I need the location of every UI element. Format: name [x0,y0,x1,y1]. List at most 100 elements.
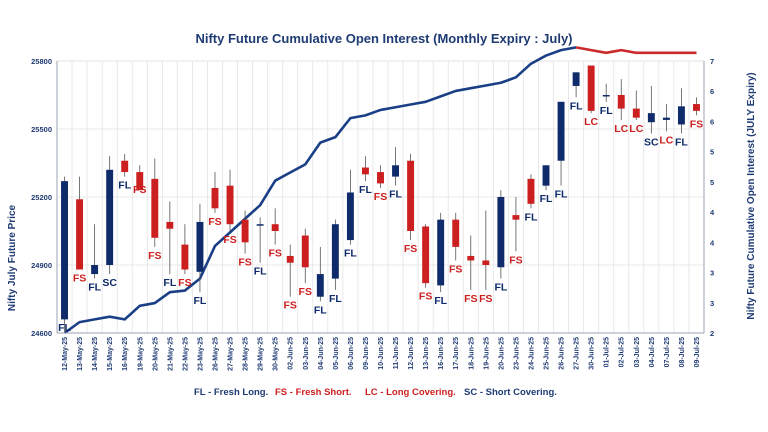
oi-line-segment [63,46,577,335]
y-tick-right: 6 [710,117,714,126]
candle-body [632,108,640,118]
candle-body [166,221,174,229]
candle-label: LC [584,116,598,128]
candle-label: FS [148,250,161,262]
candle-body [301,235,309,268]
x-tick-label: 26-May-25 [212,337,219,371]
candle-label: FL [314,304,327,316]
candle-label: FL [163,277,176,289]
candle-body [617,95,625,109]
x-tick-label: 20-Jun-25 [498,337,505,370]
x-tick-label: 30-May-25 [273,337,280,371]
x-tick-label: 03-Jul-25 [634,337,641,367]
x-tick-label: 13-Jun-25 [423,337,430,370]
y-tick-right: 4 [710,238,715,247]
candle-label: FS [73,273,86,285]
candle-label: LC [659,134,673,146]
candle-label: FL [540,193,553,205]
candle-body [121,160,129,173]
candle-label: FS [223,234,236,246]
y-tick-right: 3 [710,299,714,308]
x-tick-label: 02-Jun-25 [288,337,295,370]
y-tick-right: 7 [710,57,714,66]
candle-label: FS [404,243,417,255]
candle-label: FS [690,118,703,130]
candle-body [286,255,294,263]
candle-label: FL [494,282,507,294]
candle-body [572,72,580,86]
candle-body [181,244,189,270]
candle-label: LC [629,123,643,135]
candle-label: FS [299,286,312,298]
chart-title: Nifty Future Cumulative Open Interest (M… [195,31,572,46]
candle-label: FL [600,105,613,117]
candle-body [452,219,460,247]
candle-label: FS [178,277,191,289]
y-axis-left: 24600 24900 25200 25500 25800 [31,57,58,338]
x-tick-label: 28-May-25 [243,337,250,371]
x-tick-label: 01-Jul-25 [604,337,611,367]
candle-body [602,95,610,97]
candle-label: FL [389,189,402,201]
candle-label: FL [525,211,538,223]
candle-body [377,172,384,184]
candle-body [557,101,565,161]
candle-label: FS [268,248,281,260]
candle-body [422,226,430,284]
candle-body [136,172,144,191]
candle-label: LC [614,123,628,135]
candle-label: FL [434,295,447,307]
x-tick-label: 20-May-25 [152,337,159,371]
candle-body [587,65,595,111]
x-tick-label: 10-Jun-25 [378,337,385,370]
x-tick-label: 22-May-25 [182,337,189,371]
x-tick-label: 18-Jun-25 [468,337,475,370]
oi-line-group [63,46,697,335]
candle-body [467,255,475,261]
x-tick-label: 09-Jun-25 [363,337,370,370]
candle-label: FL [254,266,267,278]
legend: FL - Fresh Long. FS - Fresh Short. LC - … [194,387,557,398]
candle-body [512,215,520,220]
candle-label: FL [555,189,568,201]
x-tick-label: 14-May-25 [92,337,99,371]
x-tick-label: 04-Jul-25 [649,337,656,367]
candle-body [437,219,445,286]
candle-label: FS [509,254,522,266]
legend-sc: SC - Short Covering. [464,387,557,398]
candle-label: FL [118,180,131,192]
candle-body [647,113,655,123]
candle-body [392,165,400,177]
y-tick-right: 5 [710,148,714,157]
candle-label: FL [344,248,357,260]
candle-body [662,117,670,120]
x-tick-label: 29-May-25 [258,337,265,371]
candle-label: FS [284,300,297,312]
x-tick-label: 05-Jun-25 [333,337,340,370]
candle-body [226,185,234,225]
candle-body [527,178,535,204]
y-tick-left: 24900 [31,261,52,270]
x-tick-label: 15-May-25 [107,337,114,371]
y-axis-title-right: Nifty Future Cumulative Open Interest (J… [746,72,757,319]
y-tick-right: 2 [710,329,714,338]
y-axis-right: 2 3 3 4 4 5 5 6 6 7 [703,57,715,338]
candle-body [61,181,68,320]
candle-label: FS [374,191,387,203]
candle-body [91,265,99,275]
candle-label: FL [675,137,688,149]
x-tick-label: 06-Jun-25 [348,337,355,370]
y-tick-right: 4 [710,208,715,217]
candle-body [346,192,354,241]
x-tick-label: 13-May-25 [77,337,84,371]
x-tick-label: 11-Jun-25 [393,337,400,369]
y-tick-right: 3 [710,269,714,278]
legend-lc: LC - Long Covering. [365,387,456,398]
y-tick-left: 25800 [31,57,52,66]
x-tick-label: 02-Jul-25 [619,337,626,367]
x-tick-label: 19-May-25 [137,337,144,371]
candle-body [151,178,159,238]
candles-group [61,65,700,333]
